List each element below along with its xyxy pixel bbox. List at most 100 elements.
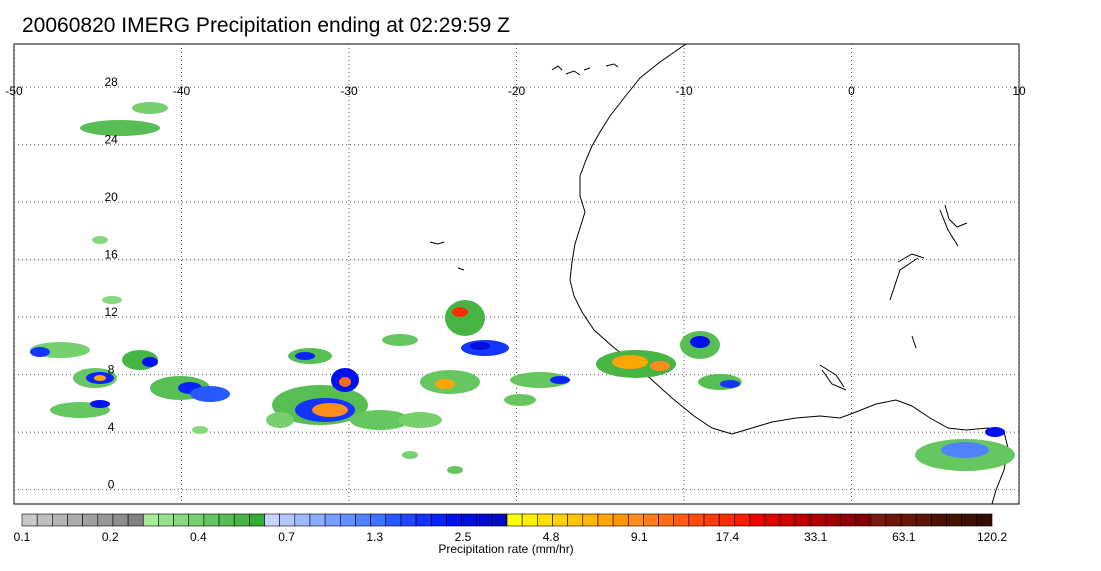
precip-cell (132, 102, 168, 114)
colorbar-tick-label: 17.4 (716, 530, 740, 544)
colorbar-swatch (794, 513, 811, 527)
colorbar-swatch (21, 513, 38, 527)
lat-tick-label: 28 (104, 75, 118, 89)
precip-cell (102, 296, 122, 304)
colorbar-swatch (339, 513, 356, 527)
colorbar-tick-label: 0.1 (14, 530, 31, 544)
lon-tick-label: 0 (848, 84, 855, 98)
colorbar-swatch (249, 513, 265, 527)
colorbar-swatch (476, 513, 493, 527)
lat-tick-label: 4 (108, 420, 115, 434)
colorbar-swatch (824, 513, 841, 527)
colorbar-swatch (370, 513, 387, 527)
colorbar-swatch (870, 513, 887, 527)
precip-cell (985, 427, 1005, 437)
colorbar-swatch (643, 513, 659, 527)
colorbar-swatch (294, 513, 311, 527)
colorbar-swatch (946, 513, 962, 527)
lon-tick-label: -30 (340, 84, 358, 98)
colorbar-swatch (218, 513, 235, 527)
colorbar-swatch (931, 513, 947, 527)
colorbar-swatch (491, 513, 508, 527)
colorbar-tick-label: 0.4 (190, 530, 207, 544)
colorbar-swatch (430, 513, 447, 527)
colorbar-swatch (809, 513, 826, 527)
precip-cell (650, 361, 670, 371)
lat-tick-label: 12 (104, 305, 118, 319)
coastline-islands (429, 63, 959, 391)
colorbar-swatch (173, 513, 190, 527)
precip-cell (690, 336, 710, 348)
colorbar-swatch (779, 513, 796, 527)
precip-cell (398, 412, 442, 428)
coastline (569, 44, 1009, 504)
colorbar-swatch (734, 513, 750, 527)
lon-tick-label: -20 (508, 84, 526, 98)
colorbar-swatch (264, 513, 280, 527)
colorbar-swatch (309, 513, 326, 527)
colorbar-swatch (749, 513, 765, 527)
colorbar-swatch (961, 513, 978, 527)
precip-cell (266, 412, 294, 428)
colorbar-swatch (279, 513, 296, 527)
colorbar-swatch (188, 513, 205, 527)
colorbar-swatch (324, 513, 341, 527)
lon-tick-label: -40 (173, 84, 191, 98)
colorbar-swatch (36, 513, 53, 527)
colorbar-tick-label: 63.1 (892, 530, 916, 544)
colorbar-swatch (82, 513, 99, 527)
colorbar-swatch (582, 513, 599, 527)
precip-cell (470, 342, 490, 350)
precip-cell (382, 334, 418, 346)
inland-water (819, 204, 968, 388)
colorbar-swatch (158, 513, 174, 527)
colorbar-swatch (597, 513, 614, 527)
colorbar-swatch (764, 513, 781, 527)
precip-cell (447, 466, 463, 474)
lat-tick-label: 16 (104, 248, 118, 262)
graticule (14, 44, 1019, 504)
lon-tick-label: -10 (675, 84, 693, 98)
precip-cell (445, 300, 485, 336)
colorbar-tick-label: 9.1 (631, 530, 648, 544)
colorbar-tick-label: 0.2 (102, 530, 119, 544)
colorbar-swatch (673, 513, 690, 527)
precip-cell (510, 372, 570, 388)
precip-cell (339, 377, 351, 387)
colorbar-tick-label: 4.8 (543, 530, 560, 544)
colorbar (21, 513, 993, 527)
precip-cell (30, 347, 50, 357)
colorbar-swatch (521, 513, 538, 527)
map-frame (13, 43, 1020, 505)
colorbar-swatch (688, 513, 705, 527)
colorbar-swatch (52, 513, 68, 527)
colorbar-swatch (703, 513, 720, 527)
precip-cell (192, 426, 208, 434)
colorbar-swatch (233, 513, 250, 527)
colorbar-tick-label: 120.2 (977, 530, 1007, 544)
precip-cell (190, 386, 230, 402)
precip-cell (402, 451, 418, 459)
precip-cell (720, 380, 740, 388)
precip-cell (550, 376, 570, 384)
colorbar-swatch (718, 513, 735, 527)
colorbar-swatch (855, 513, 872, 527)
colorbar-tick-label: 2.5 (455, 530, 472, 544)
colorbar-swatch (567, 513, 584, 527)
precipitation-cells (30, 102, 1015, 474)
colorbar-swatch (385, 513, 402, 527)
lat-tick-label: 20 (104, 190, 118, 204)
colorbar-swatch (203, 513, 220, 527)
precip-cell (350, 410, 410, 430)
lon-tick-label: -50 (5, 84, 23, 98)
colorbar-swatch (461, 513, 477, 527)
precip-cell (90, 400, 110, 408)
colorbar-swatch (142, 513, 159, 527)
precip-cell (92, 236, 108, 244)
colorbar-swatch (97, 513, 114, 527)
colorbar-swatch (900, 513, 917, 527)
precip-cell (435, 379, 455, 389)
colorbar-swatch (658, 513, 675, 527)
precip-cell (612, 355, 648, 369)
